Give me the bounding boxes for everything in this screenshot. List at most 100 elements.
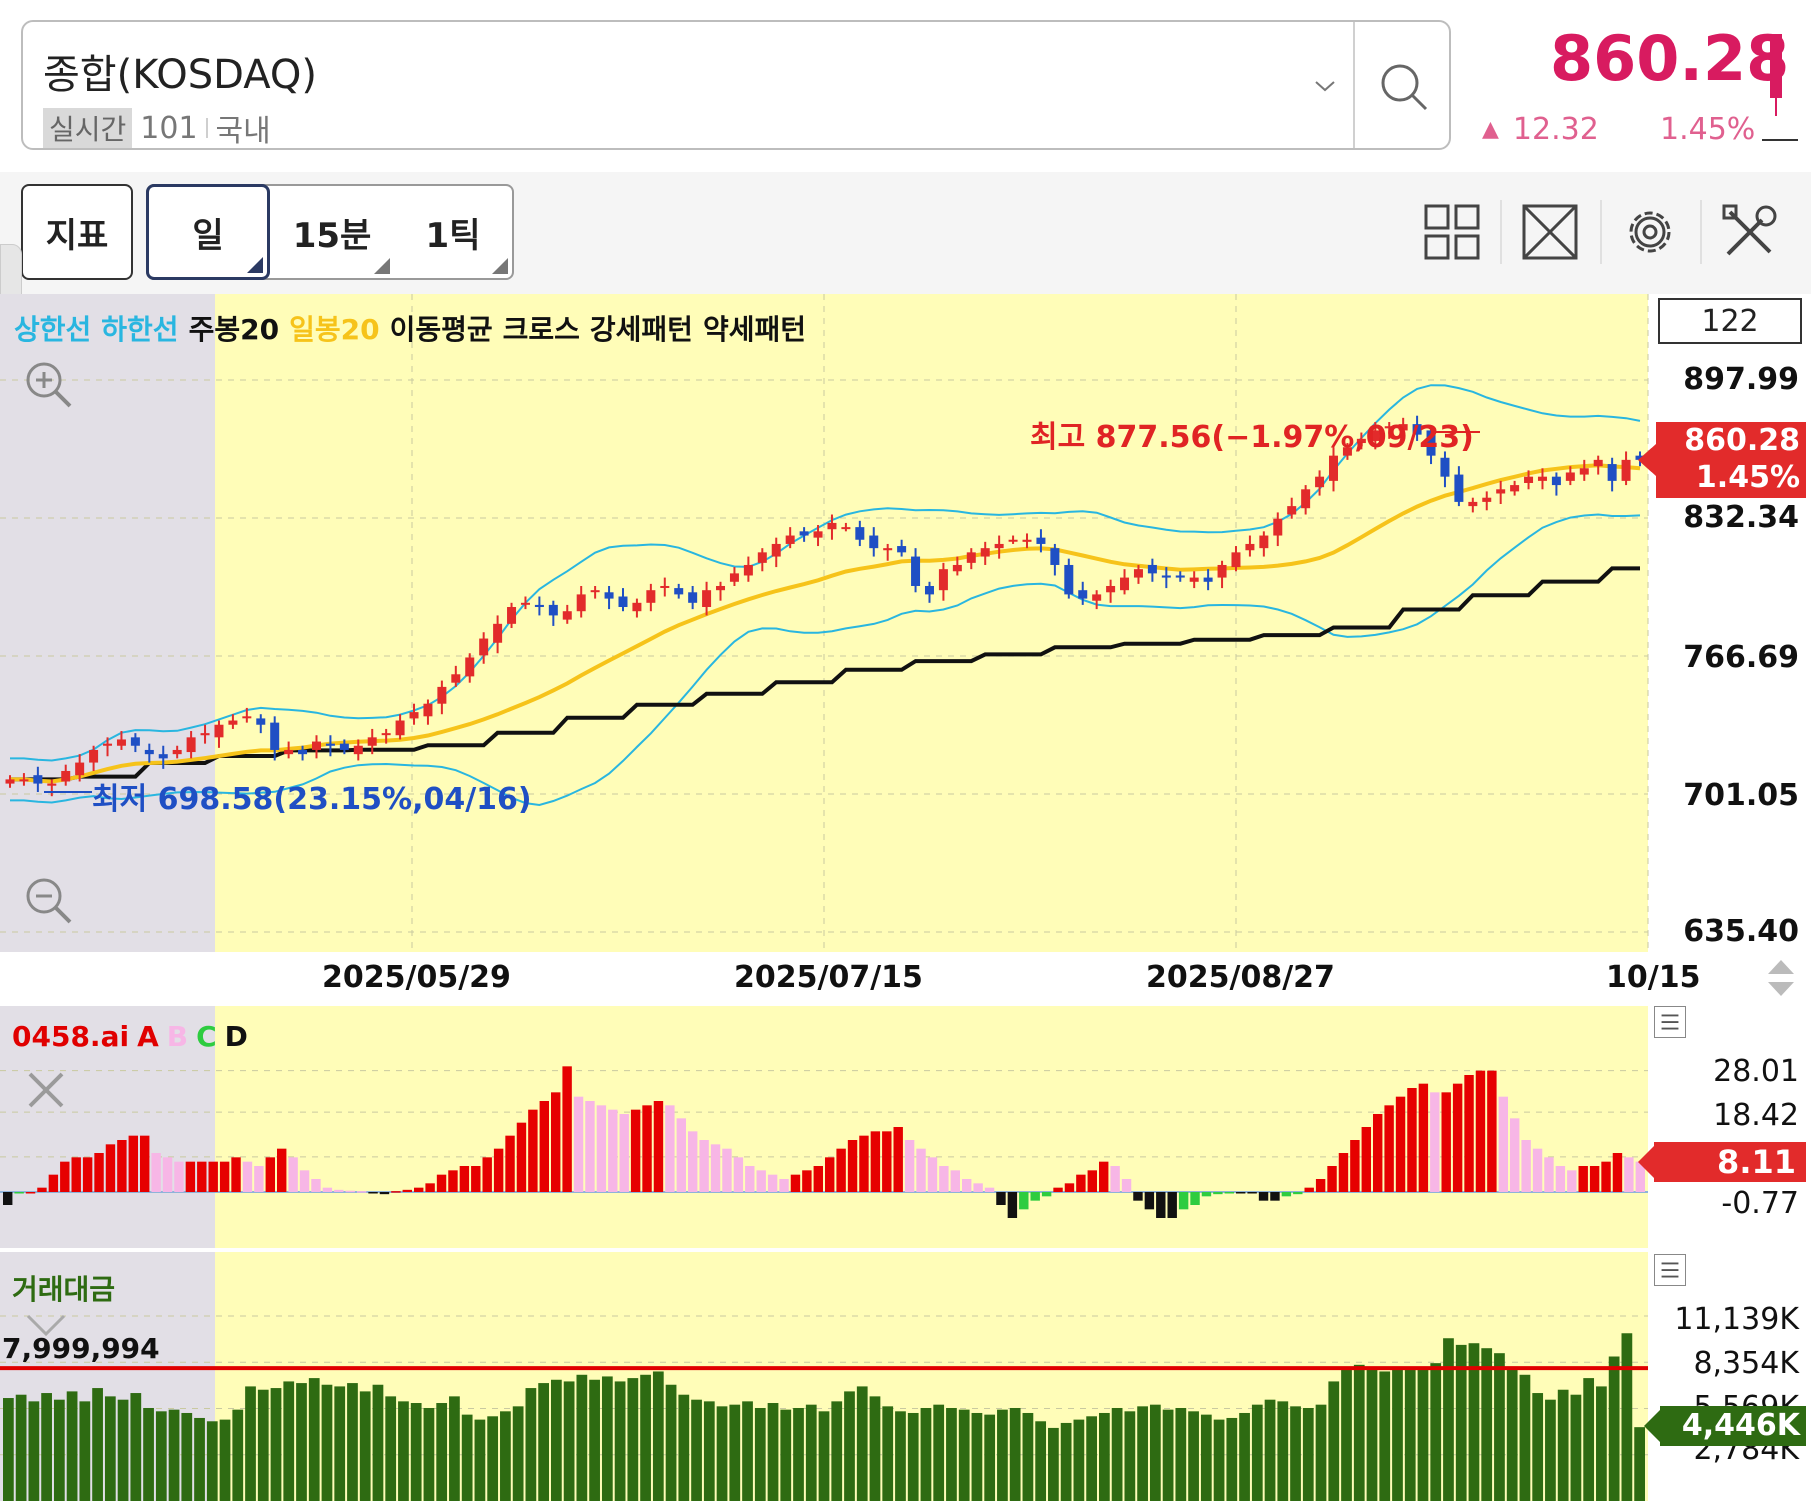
volume-bar [767, 1403, 779, 1501]
legend-moving-average: 이동평균 [389, 313, 493, 346]
volume-bar [1149, 1404, 1161, 1501]
chart-canvas[interactable] [0, 294, 1811, 1501]
period-selector: 일 15분 1틱 [146, 184, 514, 280]
indicator-bar [973, 1183, 983, 1192]
volume-bar [1175, 1407, 1187, 1501]
volume-bar [525, 1388, 537, 1501]
candle-body [1078, 590, 1088, 599]
volume-bar [1557, 1389, 1569, 1501]
symbol-search-box[interactable]: 종합(KOSDAQ) 실시간 101 국내 [21, 20, 1451, 150]
candle-body [1524, 476, 1534, 483]
indicator-bar [722, 1148, 732, 1192]
symbol-meta: 실시간 101 국내 [43, 106, 271, 148]
volume-bar [181, 1412, 193, 1501]
candle-body [89, 749, 99, 763]
indicator-bar [48, 1174, 59, 1192]
candle-body [451, 674, 461, 683]
indicator-bar [1475, 1070, 1486, 1192]
volume-bar [53, 1399, 65, 1501]
candle-body [716, 585, 726, 591]
period-tick-tab[interactable]: 1틱 [394, 186, 512, 278]
volume-bar [1073, 1419, 1085, 1501]
volume-bar [1583, 1378, 1595, 1501]
candle-body [172, 749, 182, 755]
volume-bar [1048, 1427, 1059, 1501]
candle-body [576, 594, 586, 612]
candle-body [284, 749, 294, 755]
indicator-bar [1281, 1192, 1292, 1197]
indicator-bar [356, 1191, 367, 1193]
period-day-tab[interactable]: 일 [146, 184, 270, 280]
volume-bar [1596, 1386, 1607, 1501]
volume-bar [882, 1406, 894, 1501]
candle-body [897, 546, 907, 553]
indicator-bar [608, 1109, 618, 1192]
indicator-bar [779, 1179, 789, 1192]
volume-bar [538, 1383, 549, 1501]
layout-grid-icon[interactable] [1422, 202, 1482, 262]
volume-bar [1226, 1417, 1238, 1501]
candle-body [1412, 424, 1422, 435]
settings-gear-icon[interactable] [1620, 202, 1680, 262]
zoom-in-icon[interactable] [18, 354, 78, 414]
volume-bar [321, 1384, 333, 1501]
indicator-bar [904, 1140, 915, 1192]
y-tick-label: 766.69 [1683, 640, 1799, 675]
tools-icon[interactable] [1720, 202, 1780, 262]
indicator-button[interactable]: 지표 [21, 184, 133, 280]
indicator-bar [528, 1109, 538, 1192]
x-axis: 2025/05/29 2025/07/15 2025/08/27 10/15 [0, 952, 1811, 1006]
volume-bar [958, 1409, 970, 1501]
scale-scroll-icon[interactable] [1764, 958, 1798, 998]
expand-icon[interactable] [1520, 202, 1580, 262]
indicator-bar [459, 1166, 470, 1192]
candle-body [1106, 585, 1116, 593]
volume-bar [410, 1403, 422, 1501]
indicator-bar [71, 1157, 81, 1192]
lower-band-line [10, 513, 1641, 807]
indicator-name: 0458.ai [12, 1020, 130, 1053]
indicator-menu-icon[interactable] [1654, 1006, 1686, 1038]
legend-weekly20: 주봉20 [188, 313, 280, 346]
indicator-bar [254, 1166, 264, 1192]
indicator-bar [802, 1170, 812, 1192]
legend-lower-band: 하한선 [101, 313, 179, 346]
indicator-bar [1247, 1192, 1257, 1194]
volume-bar [895, 1411, 906, 1501]
volume-bar [1277, 1401, 1289, 1501]
close-icon[interactable] [16, 1060, 76, 1120]
volume-bar [869, 1396, 881, 1501]
indicator-bar [1133, 1192, 1143, 1201]
indicator-bar [436, 1174, 447, 1192]
chevron-down-icon[interactable] [1313, 74, 1337, 98]
period-tick-corner-icon [492, 258, 508, 274]
candle-body [1245, 543, 1255, 551]
candle-body [674, 588, 684, 595]
indicator-bar [1612, 1153, 1623, 1192]
volume-bar [1124, 1411, 1136, 1501]
indicator-bar [676, 1118, 686, 1192]
indicator-bar [1076, 1174, 1086, 1192]
candle-count-box[interactable]: 122 [1658, 298, 1802, 344]
candle-body [757, 552, 767, 563]
search-button[interactable] [1355, 22, 1449, 148]
volume-bar [1328, 1381, 1340, 1501]
volume-bar [665, 1384, 677, 1501]
volume-bar [385, 1396, 397, 1501]
indicator-bar [242, 1161, 253, 1192]
volume-bar [359, 1391, 371, 1501]
volume-menu-icon[interactable] [1654, 1254, 1686, 1286]
candle-body [61, 770, 71, 782]
chevron-down-icon[interactable] [24, 1312, 68, 1340]
volume-bar [117, 1399, 129, 1501]
volume-bar [1455, 1344, 1467, 1501]
search-divider [1353, 22, 1355, 148]
tool-divider [1500, 200, 1502, 264]
zoom-out-icon[interactable] [18, 870, 78, 930]
candle-body [1287, 506, 1297, 515]
volume-bar [1200, 1414, 1212, 1501]
volume-bar [1519, 1374, 1531, 1501]
volume-bar [474, 1419, 486, 1501]
period-15min-tab[interactable]: 15분 [270, 186, 394, 278]
candle-body [1217, 564, 1227, 578]
